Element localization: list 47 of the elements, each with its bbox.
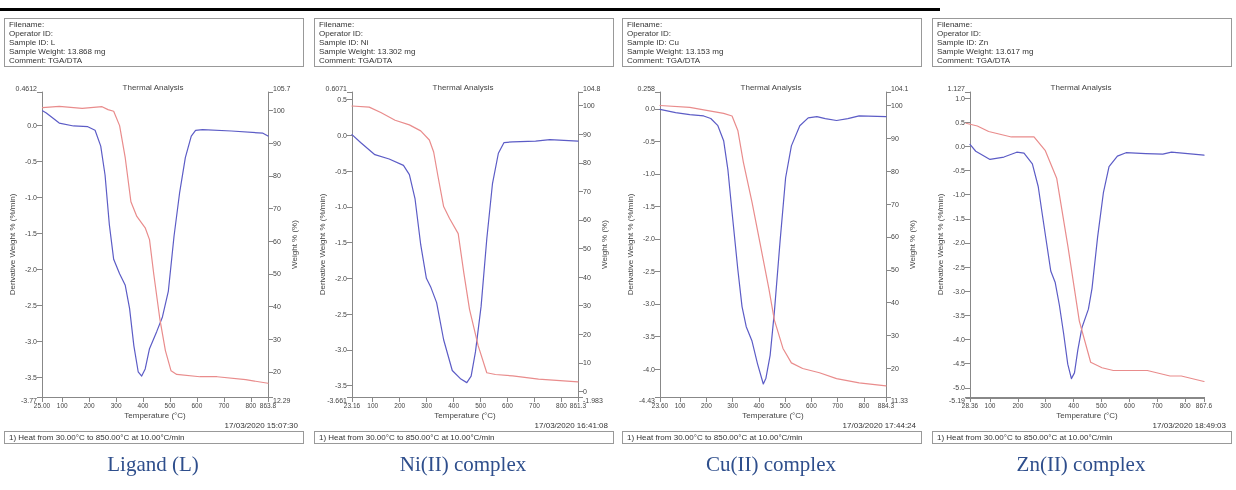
text: 1) Heat from 30.00°C to 850.00°C at 10.00°C/min [622,431,922,444]
y-axis-title: Derivative Weight % (%/min) [7,193,17,296]
text: Sample ID: L [9,38,57,47]
text: Sample Weight: 13.868 mg [9,47,107,56]
chart-subtitle: Thermal Analysis [432,82,494,92]
text: Filename: [319,20,356,29]
text: Zn(II) complex [1015,452,1147,477]
y2-axis-title: Weight % (%) [289,219,299,269]
y2-axis-title: Weight % (%) [599,219,609,269]
text: Sample ID: Ni [319,38,370,47]
text: Filename: [937,20,974,29]
text: 17/03/2020 16:41:08 [534,421,608,430]
chart-subtitle: Thermal Analysis [1050,82,1112,92]
y-axis-title: Derivative Weight % (%/min) [935,193,945,296]
chart-subtitle: Thermal Analysis [122,82,184,92]
text: Comment: TGA/DTA [937,56,1012,65]
text: Filename: [627,20,664,29]
text: Ni(II) complex [398,452,528,477]
text: 1) Heat from 30.00°C to 850.00°C at 10.00°C/min [314,431,614,444]
x-axis-title: Temperature (°C) [124,410,187,420]
text: 17/03/2020 15:07:30 [224,421,298,430]
text: Comment: TGA/DTA [319,56,394,65]
text: Comment: TGA/DTA [627,56,702,65]
text: 17/03/2020 17:44:24 [842,421,916,430]
text: 17/03/2020 18:49:03 [1152,421,1226,430]
text: Ligand (L) [106,452,200,477]
text: Filename: [9,20,46,29]
text: Comment: TGA/DTA [9,56,84,65]
text: Sample Weight: 13.153 mg [627,47,725,56]
y-axis-title: Derivative Weight % (%/min) [317,193,327,296]
text: Sample ID: Cu [627,38,681,47]
text: Operator ID: [9,29,54,38]
text: Sample Weight: 13.302 mg [319,47,417,56]
x-axis-title: Temperature (°C) [742,410,805,420]
y-axis-title: Derivative Weight % (%/min) [625,193,635,296]
text: Cu(II) complex [704,452,837,477]
x-axis-title: Temperature (°C) [1056,410,1119,420]
text: Operator ID: [319,29,364,38]
text: Sample ID: Zn [937,38,990,47]
chart-subtitle: Thermal Analysis [740,82,802,92]
text: Operator ID: [627,29,672,38]
text: Operator ID: [937,29,982,38]
x-axis-title: Temperature (°C) [434,410,497,420]
text: 1) Heat from 30.00°C to 850.00°C at 10.00°C/min [932,431,1232,444]
text: 1) Heat from 30.00°C to 850.00°C at 10.00°C/min [4,431,304,444]
y2-axis-title: Weight % (%) [907,219,917,269]
text: Sample Weight: 13.617 mg [937,47,1035,56]
